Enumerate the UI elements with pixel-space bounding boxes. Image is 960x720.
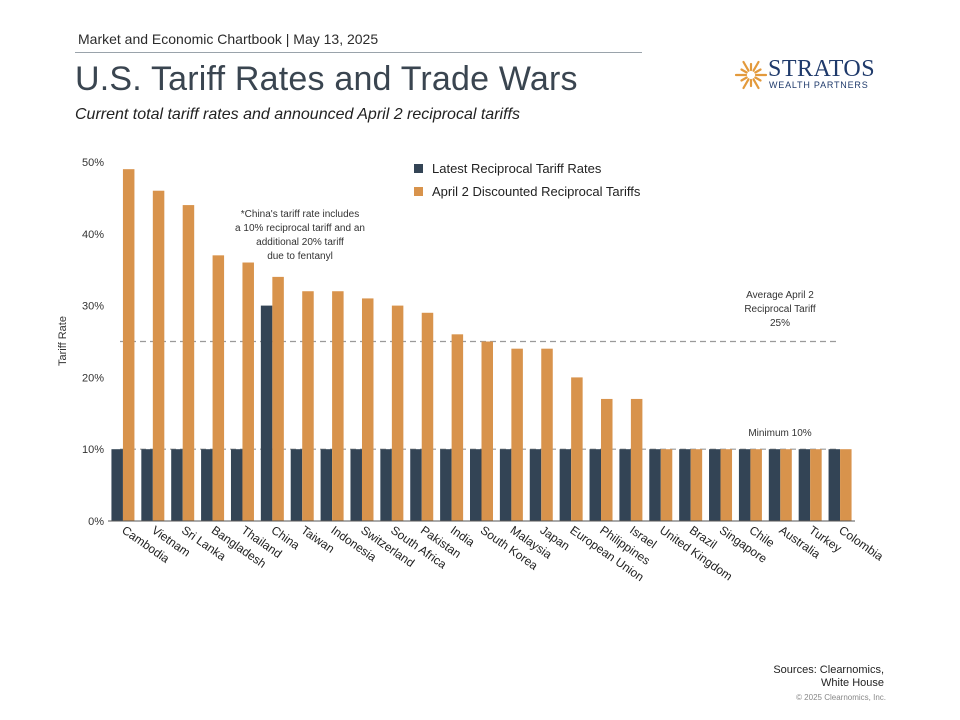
sunburst-icon	[734, 60, 768, 90]
bar-latest-vietnam	[141, 449, 153, 521]
bar-latest-sri-lanka	[171, 449, 183, 521]
sunburst-ray	[752, 78, 760, 90]
reference-line-label: 25%	[770, 318, 790, 329]
bar-april2-singapore	[720, 449, 733, 521]
reference-line-label: Average April 2	[746, 290, 814, 301]
legend-label: April 2 Discounted Reciprocal Tariffs	[432, 184, 641, 199]
bar-latest-turkey	[798, 449, 811, 521]
sunburst-ray	[742, 78, 750, 90]
sunburst-ray	[740, 76, 748, 82]
legend-label: Latest Reciprocal Tariff Rates	[432, 161, 602, 176]
legend-swatch	[414, 187, 423, 196]
logo-name: STRATOS	[768, 56, 876, 82]
sources-note: Sources: Clearnomics, White House	[744, 664, 884, 690]
bar-latest-india	[440, 449, 452, 521]
bar-latest-bangladesh	[201, 449, 213, 521]
page-subtitle: Current total tariff rates and announced…	[75, 106, 520, 123]
bar-april2-south-africa	[391, 305, 404, 521]
bar-latest-brazil	[679, 449, 691, 521]
sunburst-ray	[752, 60, 760, 72]
bar-latest-australia	[768, 449, 781, 521]
bar-april2-malaysia	[511, 348, 523, 521]
sunburst-ray	[742, 60, 750, 72]
bar-april2-australia	[780, 449, 792, 521]
bar-latest-indonesia	[320, 449, 333, 521]
bar-april2-india	[451, 334, 464, 521]
bar-april2-european-union	[571, 377, 583, 521]
sunburst-ray	[754, 76, 762, 82]
y-axis-title: Tariff Rate	[57, 316, 69, 366]
bar-latest-cambodia	[111, 449, 123, 521]
bar-latest-singapore	[709, 449, 721, 521]
sources-line-1: Sources: Clearnomics,	[773, 664, 884, 676]
bar-latest-israel	[619, 449, 631, 521]
bar-april2-sri-lanka	[182, 205, 195, 521]
header-divider	[75, 52, 642, 53]
legend-swatch	[414, 164, 423, 173]
sunburst-ray	[754, 68, 762, 74]
bar-latest-south-korea	[470, 449, 482, 521]
china-annotation-line: due to fentanyl	[267, 251, 333, 262]
bar-april2-thailand	[242, 262, 254, 521]
bar-latest-united-kingdom	[649, 449, 661, 521]
bar-latest-south-africa	[380, 449, 392, 521]
bar-april2-bangladesh	[212, 255, 225, 521]
bar-april2-united-kingdom	[660, 449, 673, 521]
reference-line-label: Minimum 10%	[748, 428, 811, 439]
china-annotation-line: *China's tariff rate includes	[241, 209, 359, 220]
bar-april2-indonesia	[332, 291, 344, 521]
sunburst-ray	[740, 68, 748, 74]
stratos-logo: STRATOS WEALTH PARTNERS	[734, 56, 884, 96]
bar-april2-south-korea	[481, 341, 493, 521]
chartbook-header: Market and Economic Chartbook | May 13, …	[78, 31, 379, 47]
bar-april2-taiwan	[302, 291, 314, 521]
bar-latest-japan	[529, 449, 542, 521]
bar-april2-japan	[541, 348, 553, 521]
bar-latest-taiwan	[290, 449, 303, 521]
bar-latest-chile	[738, 449, 751, 521]
bar-latest-european-union	[559, 449, 572, 521]
y-tick-label: 40%	[82, 229, 104, 241]
logo-subtitle: WEALTH PARTNERS	[769, 80, 869, 90]
china-annotation-line: additional 20% tariff	[256, 237, 344, 248]
y-tick-label: 30%	[82, 301, 104, 313]
sources-line-2: White House	[821, 677, 884, 689]
bar-april2-israel	[630, 398, 643, 521]
bar-april2-pakistan	[421, 312, 434, 521]
bar-latest-malaysia	[499, 449, 512, 521]
y-tick-label: 10%	[82, 444, 104, 456]
bar-april2-cambodia	[122, 169, 135, 521]
bar-april2-philippines	[601, 398, 613, 521]
china-annotation-line: a 10% reciprocal tariff and an	[235, 223, 365, 234]
bar-april2-colombia	[840, 449, 852, 521]
x-tick-label: Taiwan	[298, 523, 337, 556]
y-axis-label: Tariff Rate	[57, 316, 69, 366]
bar-april2-brazil	[690, 449, 703, 521]
bar-april2-turkey	[810, 449, 822, 521]
y-tick-label: 50%	[82, 157, 104, 169]
bar-april2-chile	[750, 449, 762, 521]
page-title: U.S. Tariff Rates and Trade Wars	[75, 60, 578, 98]
y-tick-label: 20%	[82, 372, 104, 384]
reference-line-label: Reciprocal Tariff	[744, 304, 816, 315]
copyright: © 2025 Clearnomics, Inc.	[796, 693, 886, 702]
bar-latest-china	[260, 305, 273, 521]
bar-latest-switzerland	[350, 449, 362, 521]
bar-april2-china	[272, 276, 284, 521]
bar-april2-vietnam	[152, 190, 165, 521]
bar-latest-colombia	[828, 449, 841, 521]
bar-latest-pakistan	[410, 449, 422, 521]
bar-latest-thailand	[230, 449, 243, 521]
y-tick-label: 0%	[88, 516, 104, 528]
bar-latest-philippines	[589, 449, 602, 521]
bar-april2-switzerland	[361, 298, 374, 521]
